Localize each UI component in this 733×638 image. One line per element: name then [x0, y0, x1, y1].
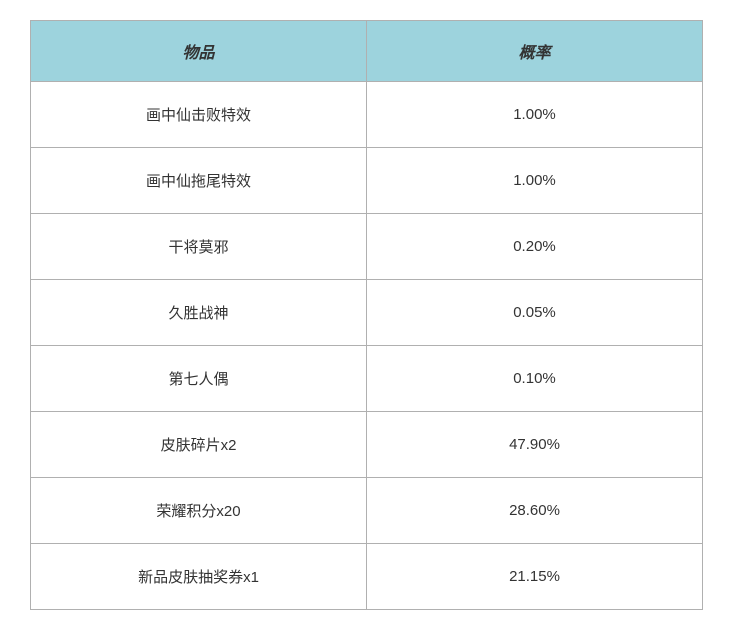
table-row: 画中仙拖尾特效 1.00%	[31, 148, 703, 214]
item-cell: 第七人偶	[31, 346, 367, 412]
column-header-item: 物品	[31, 21, 367, 82]
table-row: 第七人偶 0.10%	[31, 346, 703, 412]
item-cell: 皮肤碎片x2	[31, 412, 367, 478]
rate-cell: 1.00%	[367, 148, 703, 214]
item-cell: 干将莫邪	[31, 214, 367, 280]
item-cell: 荣耀积分x20	[31, 478, 367, 544]
table-row: 荣耀积分x20 28.60%	[31, 478, 703, 544]
table-row: 干将莫邪 0.20%	[31, 214, 703, 280]
table-row: 新品皮肤抽奖券x1 21.15%	[31, 544, 703, 610]
table-row: 画中仙击败特效 1.00%	[31, 82, 703, 148]
table-header-row: 物品 概率	[31, 21, 703, 82]
column-header-rate: 概率	[367, 21, 703, 82]
rate-cell: 0.20%	[367, 214, 703, 280]
item-cell: 画中仙击败特效	[31, 82, 367, 148]
rate-cell: 28.60%	[367, 478, 703, 544]
rate-cell: 0.10%	[367, 346, 703, 412]
item-cell: 新品皮肤抽奖券x1	[31, 544, 367, 610]
rate-cell: 47.90%	[367, 412, 703, 478]
rate-cell: 1.00%	[367, 82, 703, 148]
rate-cell: 21.15%	[367, 544, 703, 610]
item-cell: 久胜战神	[31, 280, 367, 346]
table-row: 皮肤碎片x2 47.90%	[31, 412, 703, 478]
probability-table: 物品 概率 画中仙击败特效 1.00% 画中仙拖尾特效 1.00% 干将莫邪 0…	[30, 20, 703, 610]
item-cell: 画中仙拖尾特效	[31, 148, 367, 214]
rate-cell: 0.05%	[367, 280, 703, 346]
table-row: 久胜战神 0.05%	[31, 280, 703, 346]
